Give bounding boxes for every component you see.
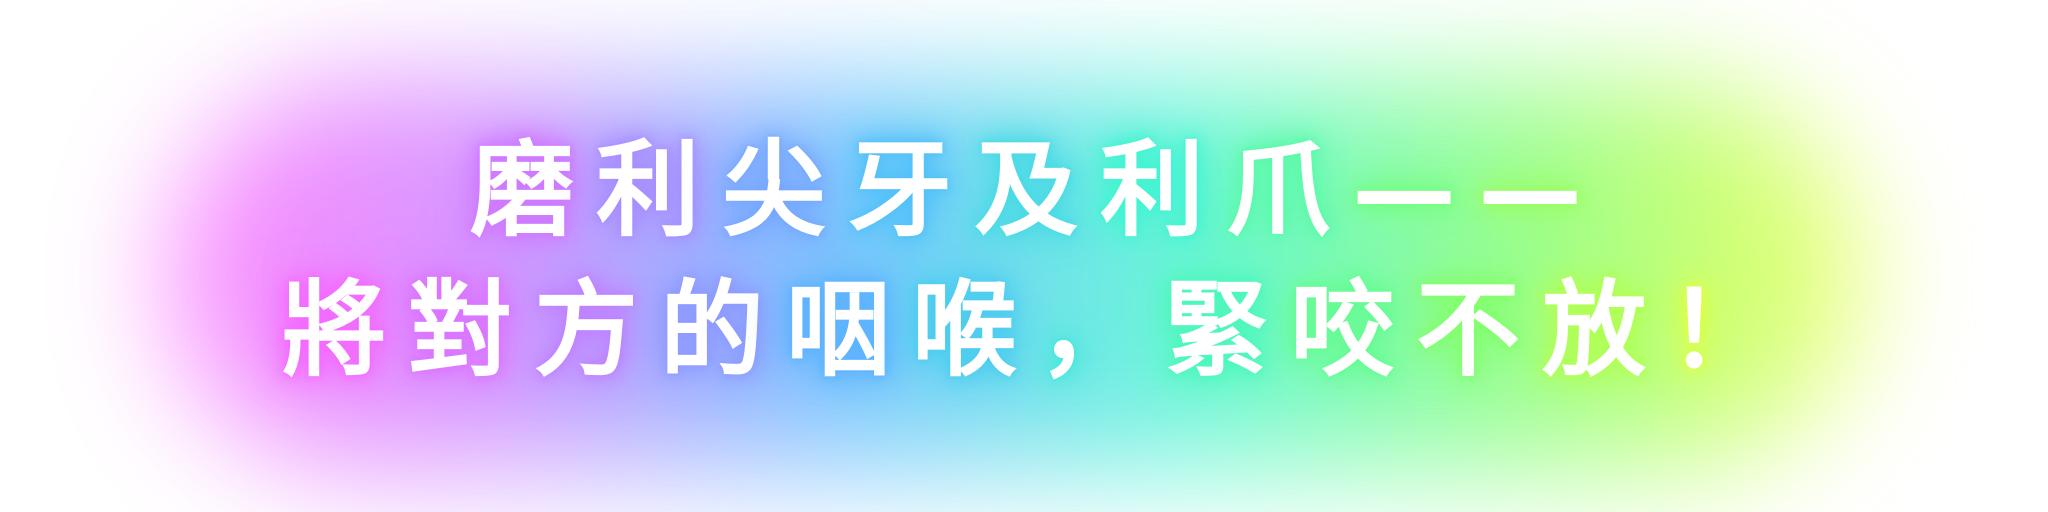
- headline-line-2-glyph: 緊: [1164, 269, 1291, 391]
- rainbow-glow: [170, 80, 1860, 470]
- headline-line-2-glyph: 對: [408, 269, 535, 391]
- headline-line-1-glyph: —: [1478, 129, 1605, 251]
- headline-line-2-glyph: ！: [1668, 269, 1795, 391]
- headline-line-2-glyph: ，: [1038, 269, 1165, 391]
- headline-line-2-glyph: 放: [1542, 269, 1669, 391]
- headline-line-1-glyph: 及: [974, 129, 1101, 251]
- headline-line-2-glyph: 的: [660, 269, 787, 391]
- headline-line-2-glyph: 將: [282, 269, 409, 391]
- headline-line-1-glyph: 利: [1100, 129, 1227, 251]
- headline-line-1-glyph: 牙: [848, 129, 975, 251]
- headline-line-1-glyph: 磨: [470, 129, 597, 251]
- headline-line-1-glyph: —: [1352, 129, 1479, 251]
- headline-line-1-glyph: 利: [596, 129, 723, 251]
- headline-line-1: 磨利尖牙及利爪——: [470, 138, 1604, 242]
- headline-line-2-glyph: 方: [534, 269, 661, 391]
- headline-line-1-glyph: 爪: [1226, 129, 1353, 251]
- headline-line-2-glyph: 咬: [1290, 269, 1417, 391]
- headline-line-2-glyph: 喉: [912, 269, 1039, 391]
- headline-line-2-glyph: 不: [1416, 269, 1543, 391]
- headline-line-2: 將對方的咽喉，緊咬不放！: [282, 278, 1794, 382]
- headline-line-1-glyph: 尖: [722, 129, 849, 251]
- headline-line-2-glyph: 咽: [786, 269, 913, 391]
